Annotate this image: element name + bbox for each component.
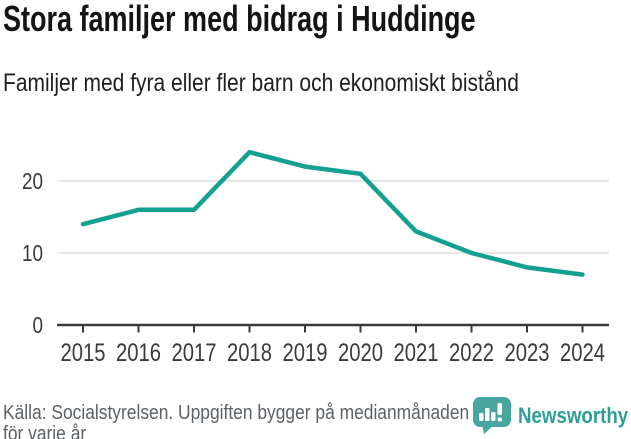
y-tick-label: 10	[22, 240, 43, 266]
x-tick-label: 2016	[116, 339, 161, 367]
logo-bubble	[473, 397, 511, 427]
logo-bar-1	[479, 413, 484, 421]
source-line-1: Källa: Socialstyrelsen. Uppgiften bygger…	[3, 402, 470, 424]
x-tick-label: 2021	[394, 339, 439, 367]
chart-subtitle: Familjer med fyra eller fler barn och ek…	[3, 69, 519, 97]
x-tick-label: 2019	[283, 339, 328, 367]
x-tick-label: 2024	[560, 339, 605, 367]
x-tick-label: 2017	[172, 339, 217, 367]
x-tick-label: 2023	[505, 339, 550, 367]
y-tick-label: 20	[22, 168, 43, 194]
newsworthy-brand[interactable]: Newsworthy	[472, 397, 628, 435]
source-note: Källa: Socialstyrelsen. Uppgiften bygger…	[3, 403, 469, 439]
chart-title: Stora familjer med bidrag i Huddinge	[3, 0, 476, 39]
logo-bar-2	[485, 408, 490, 421]
brand-name: Newsworthy	[518, 403, 629, 428]
source-line-2: för varje år	[3, 423, 87, 439]
x-tick-label: 2015	[61, 339, 106, 367]
logo-exclamation-stem	[497, 403, 502, 415]
line-chart: 0 10 20 2015 2016 2017 2018 2019 2020 2021 2022 202…	[22, 149, 609, 367]
logo-exclamation-dot	[497, 417, 502, 422]
data-series-line	[80, 149, 585, 277]
x-tick-label: 2022	[449, 339, 494, 367]
logo-bar-3	[491, 412, 496, 421]
x-tick-label: 2020	[338, 339, 383, 367]
logo-bubble-tail	[482, 424, 495, 434]
newsworthy-logo-icon	[473, 397, 511, 434]
x-tick-label: 2018	[227, 339, 272, 367]
y-tick-label: 0	[33, 312, 44, 338]
